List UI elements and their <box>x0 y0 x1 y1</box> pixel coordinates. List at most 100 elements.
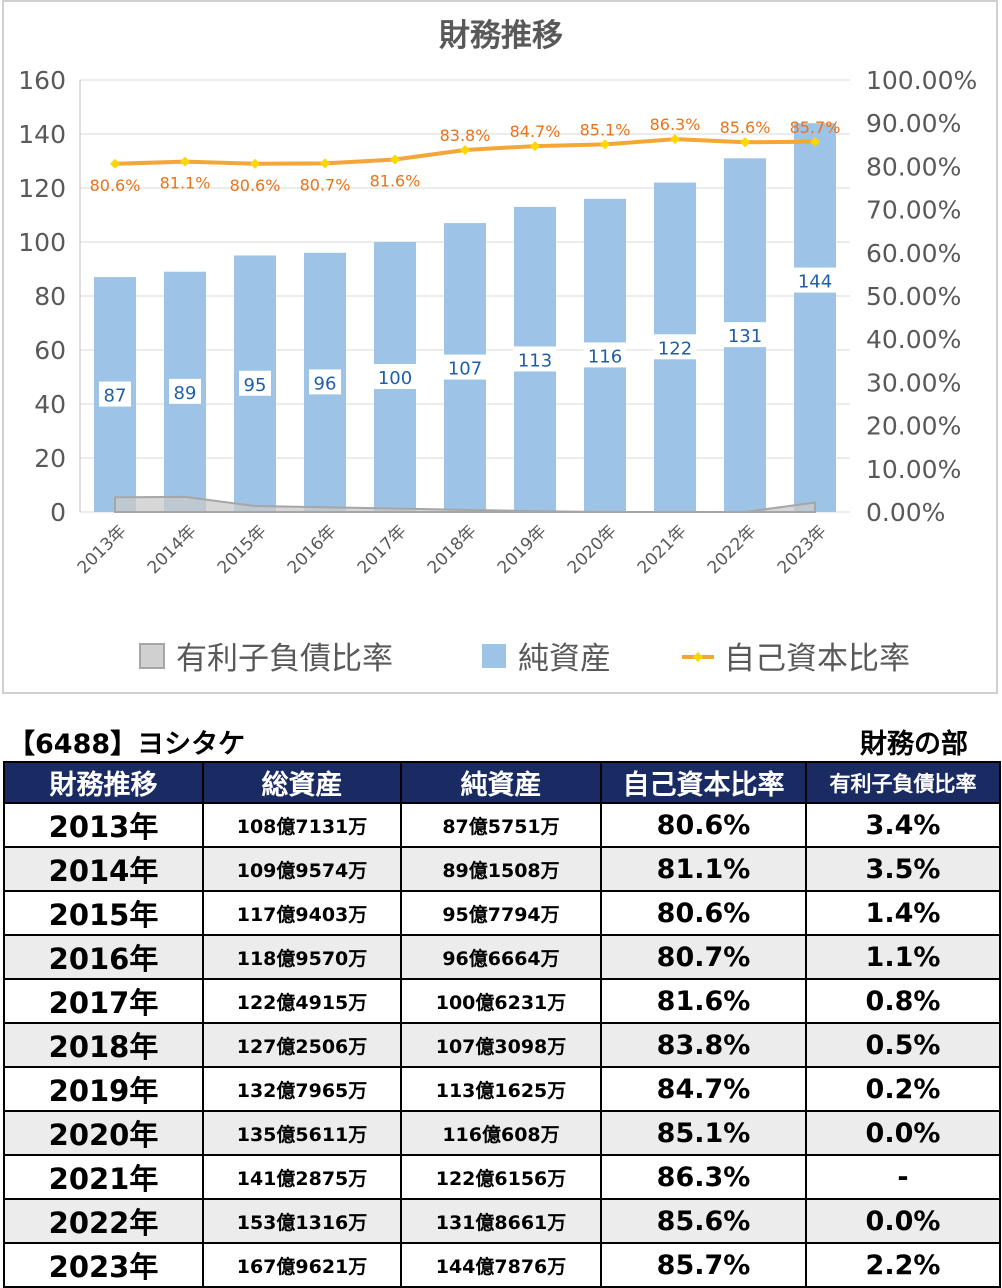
bar-label-net-assets: 100 <box>378 368 412 389</box>
cell-debt-ratio: 2.2% <box>805 1242 1001 1288</box>
cell-total-assets: 109億9574万 <box>202 846 402 892</box>
cell-year: 2013年 <box>3 802 204 848</box>
cell-net-assets: 113億1625万 <box>400 1066 602 1112</box>
cell-year: 2021年 <box>3 1154 204 1200</box>
marker-equity-ratio <box>320 158 330 169</box>
cell-equity-ratio: 80.7% <box>600 934 807 980</box>
cell-total-assets: 132億7965万 <box>202 1066 402 1112</box>
bar-label-bg <box>653 334 697 360</box>
marker-equity-ratio <box>600 139 610 150</box>
x-tick-label: 2020年 <box>564 521 621 578</box>
cell-equity-ratio: 80.6% <box>600 802 807 848</box>
bar-label-bg <box>373 364 417 389</box>
bar-label-bg <box>723 322 767 348</box>
table-row: 2023年 167億9621万 144億7876万 85.7% 2.2% <box>3 1242 1001 1288</box>
marker-equity-ratio <box>250 158 260 169</box>
bar-label-bg <box>169 378 201 404</box>
cell-debt-ratio: 0.0% <box>805 1198 1001 1244</box>
marker-equity-ratio <box>670 134 680 145</box>
cell-debt-ratio: 1.4% <box>805 890 1001 936</box>
label-equity-ratio: 85.6% <box>720 118 771 137</box>
bar-label-net-assets: 131 <box>728 326 762 347</box>
header-debt-ratio: 有利子負債比率 <box>805 761 1001 804</box>
marker-equity-ratio <box>460 144 470 155</box>
y-tick-label-right: 0.00% <box>866 498 945 527</box>
cell-year: 2014年 <box>3 846 204 892</box>
cell-net-assets: 131億8661万 <box>400 1198 602 1244</box>
y-tick-label-right: 10.00% <box>866 455 961 484</box>
x-tick-label: 2019年 <box>494 521 551 578</box>
cell-debt-ratio: 0.0% <box>805 1110 1001 1156</box>
table-body: 2013年 108億7131万 87億5751万 80.6% 3.4% 2014年 109億… <box>3 802 1001 1288</box>
cell-total-assets: 117億9403万 <box>202 890 402 936</box>
marker-equity-ratio <box>740 137 750 148</box>
table-row: 2020年 135億5611万 116億608万 85.1% 0.0% <box>3 1110 1001 1156</box>
x-tick-label: 2017年 <box>354 521 411 578</box>
label-equity-ratio: 83.8% <box>440 126 491 145</box>
marker-equity-ratio <box>180 156 190 167</box>
label-equity-ratio: 86.3% <box>650 115 701 134</box>
x-tick-label: 2014年 <box>144 521 201 578</box>
cell-debt-ratio: 0.2% <box>805 1066 1001 1112</box>
cell-net-assets: 116億608万 <box>400 1110 602 1156</box>
x-tick-label: 2018年 <box>424 521 481 578</box>
cell-net-assets: 100億6231万 <box>400 978 602 1024</box>
label-equity-ratio: 85.7% <box>790 118 841 137</box>
y-tick-label-right: 50.00% <box>866 282 961 311</box>
cell-debt-ratio: 0.8% <box>805 978 1001 1024</box>
bar-label-net-assets: 116 <box>588 346 622 367</box>
x-tick-label: 2016年 <box>284 521 341 578</box>
cell-net-assets: 87億5751万 <box>400 802 602 848</box>
table-row: 2019年 132億7965万 113億1625万 84.7% 0.2% <box>3 1066 1001 1112</box>
bar-label-net-assets: 113 <box>518 350 552 371</box>
cell-total-assets: 118億9570万 <box>202 934 402 980</box>
y-tick-label-left: 160 <box>18 66 66 95</box>
legend-label-equity-ratio: 自己資本比率 <box>724 641 910 677</box>
cell-net-assets: 96億6664万 <box>400 934 602 980</box>
cell-net-assets: 89億1508万 <box>400 846 602 892</box>
marker-equity-ratio <box>110 158 120 169</box>
y-tick-label-left: 120 <box>18 174 66 203</box>
y-tick-label-right: 40.00% <box>866 325 961 354</box>
cell-equity-ratio: 81.6% <box>600 978 807 1024</box>
bar-net-assets <box>794 123 836 512</box>
legend-label-net-assets: 純資産 <box>518 641 611 677</box>
table-row: 2014年 109億9574万 89億1508万 81.1% 3.5% <box>3 846 1001 892</box>
cell-total-assets: 135億5611万 <box>202 1110 402 1156</box>
stock-name: 【6488】ヨシタケ <box>8 729 246 760</box>
y-tick-label-right: 90.00% <box>866 109 961 138</box>
header-year: 財務推移 <box>3 761 204 804</box>
bar-label-net-assets: 122 <box>658 338 692 359</box>
y-tick-label-left: 80 <box>34 282 66 311</box>
cell-net-assets: 144億7876万 <box>400 1242 602 1288</box>
cell-equity-ratio: 85.7% <box>600 1242 807 1288</box>
cell-net-assets: 95億7794万 <box>400 890 602 936</box>
header-equity-ratio: 自己資本比率 <box>600 761 807 804</box>
cell-debt-ratio: 3.4% <box>805 802 1001 848</box>
x-tick-label: 2023年 <box>774 521 831 578</box>
cell-total-assets: 122億4915万 <box>202 978 402 1024</box>
y-tick-label-right: 80.00% <box>866 152 961 181</box>
cell-total-assets: 153億1316万 <box>202 1198 402 1244</box>
cell-year: 2016年 <box>3 934 204 980</box>
cell-year: 2022年 <box>3 1198 204 1244</box>
bar-label-bg <box>443 354 487 380</box>
legend-swatch-debt-ratio <box>139 643 165 669</box>
finance-table: 財務推移 総資産 純資産 自己資本比率 有利子負債比率 2013年 108億713… <box>3 761 1001 1288</box>
table-row: 2022年 153億1316万 131億8661万 85.6% 0.0% <box>3 1198 1001 1244</box>
table-row: 2016年 118億9570万 96億6664万 80.7% 1.1% <box>3 934 1001 980</box>
x-tick-label: 2021年 <box>634 521 691 578</box>
table-row: 2017年 122億4915万 100億6231万 81.6% 0.8% <box>3 978 1001 1024</box>
cell-equity-ratio: 84.7% <box>600 1066 807 1112</box>
cell-equity-ratio: 80.6% <box>600 890 807 936</box>
marker-equity-ratio <box>810 136 820 147</box>
bar-label-net-assets: 144 <box>798 272 832 293</box>
bar-label-bg <box>309 369 341 395</box>
bar-label-bg <box>793 267 837 293</box>
cell-year: 2018年 <box>3 1022 204 1068</box>
table-row: 2021年 141億2875万 122億6156万 86.3% - <box>3 1154 1001 1200</box>
y-tick-label-left: 20 <box>34 444 66 473</box>
cell-total-assets: 108億7131万 <box>202 802 402 848</box>
table-header-row: 財務推移 総資産 純資産 自己資本比率 有利子負債比率 <box>3 761 1001 804</box>
legend-swatch-net-assets <box>482 644 506 668</box>
